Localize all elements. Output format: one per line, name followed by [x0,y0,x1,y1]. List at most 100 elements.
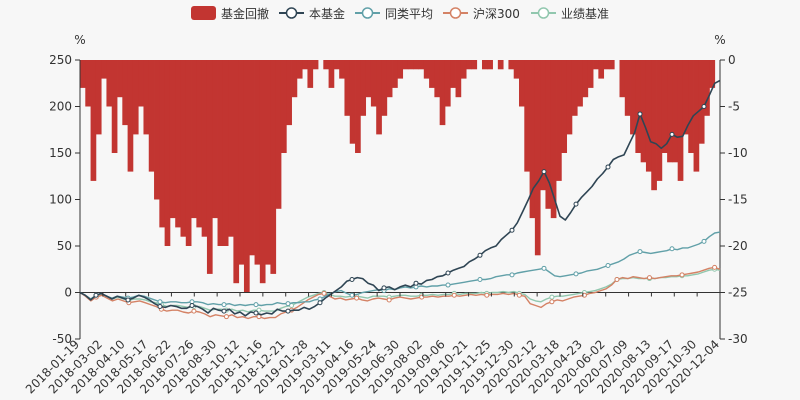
legend-item-1[interactable]: 本基金 [279,6,345,21]
drawdown-bar [418,60,425,70]
drawdown-bar [148,60,155,172]
y-left-tick-label: 50 [57,239,72,253]
legend-label: 沪深300 [473,7,520,21]
drawdown-bar [127,60,134,172]
drawdown-bar [222,60,229,246]
drawdown-bar [561,60,568,153]
drawdown-bar [577,60,583,107]
drawdown-bar [545,60,552,209]
drawdown-bar [265,60,271,265]
right-axis-unit: % [714,33,725,47]
drawdown-bar [206,60,213,274]
y-left-tick-label: 250 [49,53,72,67]
drawdown-bar [698,60,705,144]
series-point [317,300,323,306]
drawdown-bar [95,60,102,135]
series-point [285,308,291,314]
series-point [637,111,643,117]
y-right-tick-labels: 0 -5 -10 -15 -20 -25 -30 [720,53,748,346]
drawdown-bar [645,60,652,172]
legend-swatch-marker [449,7,462,19]
series-point [386,297,392,303]
drawdown-bar [302,60,308,70]
series-point [637,249,643,255]
legend-label: 业绩基准 [561,7,609,21]
drawdown-bar [709,60,716,88]
drawdown-bar [603,60,610,70]
series-point [679,272,685,278]
drawdown-bar [672,60,679,163]
series-line-1 [79,266,721,320]
series-point [125,297,131,303]
legend-label: 本基金 [309,6,345,21]
drawdown-bar [566,60,573,135]
drawdown-bar [460,60,467,79]
drawdown-bar [365,60,372,98]
y-left-tick-label: 200 [49,100,72,114]
drawdown-bar [534,60,541,256]
series-point [221,308,227,314]
drawdown-bar [397,60,404,79]
drawdown-bar [307,60,314,88]
drawdown-bar [513,60,520,79]
drawdown-bar [524,60,530,172]
drawdown-bar [693,60,700,172]
drawdown-bar [175,60,181,228]
drawdown-bar [376,60,382,135]
y-left-tick-label: -50 [52,332,72,346]
drawdown-bar [688,60,694,153]
drawdown-bar [593,60,599,70]
drawdown-bar [233,60,240,284]
drawdown-bar [587,60,594,88]
series-point [477,276,483,282]
legend[interactable]: 基金回撤 本基金 同类平均 沪深300 业绩基准 [191,6,609,21]
legend-item-4[interactable]: 业绩基准 [531,7,609,21]
drawdown-bar [333,60,340,70]
drawdown-bar [132,60,139,135]
series-point [189,303,195,309]
drawdown-bar [471,60,478,70]
series-point [221,302,227,308]
drawdown-bar [90,60,97,181]
series-point [614,276,620,282]
legend-item-0[interactable]: 基金回撤 [191,6,269,21]
series-point [253,310,259,316]
series-point [509,272,515,278]
legend-item-2[interactable]: 同类平均 [355,7,433,21]
drawdown-bar [529,60,536,219]
drawdown-bar [101,60,107,79]
series-point [93,292,99,298]
drawdown-bar [122,60,129,126]
x-tick-labels: 2018-01-192018-03-022018-04-102018-05-17… [23,292,722,396]
series-point [646,275,652,281]
drawdown-bar [407,60,414,70]
drawdown-bar [191,60,197,219]
drawdown-bar [328,60,335,88]
series-line-3 [79,79,721,317]
drawdown-bar [630,60,636,135]
left-axis-unit: % [74,33,85,47]
drawdown-bar [344,60,351,116]
drawdown-bar [651,60,657,191]
legend-swatch-marker [285,7,298,19]
drawdown-bar [439,60,446,126]
drawdown-bar [249,60,255,256]
y-left-tick-label: 150 [49,146,72,160]
series-point [191,308,197,314]
series-point [605,263,611,269]
drawdown-bar [571,60,578,116]
drawdown-bar [111,60,118,153]
legend-item-3[interactable]: 沪深300 [443,7,520,21]
drawdown-bar [550,60,557,219]
series-point [445,282,451,288]
legend-swatch [191,6,216,20]
drawdown-bar [280,60,287,153]
drawdown-bar [243,60,250,293]
y-right-tick-label: -10 [728,146,748,160]
y-right-tick-label: -5 [728,100,740,114]
drawdown-bar [704,60,710,116]
drawdown-bar [540,60,546,191]
drawdown-bar [270,60,277,274]
series-point [516,292,522,298]
drawdown-bar [143,60,150,135]
